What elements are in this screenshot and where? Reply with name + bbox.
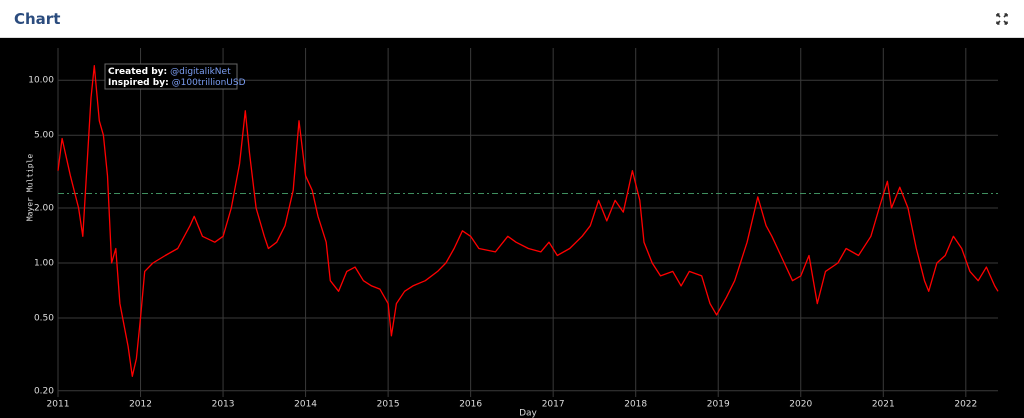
panel-title: Chart: [14, 10, 61, 28]
x-tick-label: 2014: [294, 400, 317, 410]
annotation: Inspired by: @100trillionUSD: [108, 78, 246, 88]
annotation-label: Created by:: [108, 67, 167, 77]
expand-button[interactable]: [996, 13, 1008, 25]
x-tick-label: 2017: [542, 400, 565, 410]
x-tick-label: 2012: [129, 400, 152, 410]
panel-header: Chart: [0, 0, 1024, 38]
x-tick-label: 2022: [954, 400, 977, 410]
x-axis-label: Day: [519, 409, 537, 418]
y-tick-label: 1.00: [34, 259, 54, 269]
annotation-label: Inspired by:: [108, 78, 169, 88]
y-tick-label: 0.20: [34, 386, 54, 396]
annotation-box: [104, 63, 238, 90]
x-tick-label: 2021: [872, 400, 895, 410]
x-tick-label: 2015: [377, 400, 400, 410]
data-line: [57, 65, 999, 377]
annotation: Created by: @digitalikNet: [108, 67, 231, 77]
annotation-link: @digitalikNet: [170, 67, 231, 77]
annotation-link: @100trillionUSD: [172, 78, 246, 88]
y-tick-label: 2.00: [34, 203, 54, 213]
x-tick-label: 2011: [47, 400, 70, 410]
x-tick-label: 2013: [212, 400, 235, 410]
y-axis-label: Mayer Multiple: [26, 154, 35, 222]
x-tick-label: 2020: [789, 400, 812, 410]
x-tick-label: 2018: [624, 400, 647, 410]
x-tick-label: 2016: [459, 400, 482, 410]
y-tick-label: 10.00: [28, 76, 54, 86]
chart: 0.20 0.50 1.00 2.00 5.00 10.00 2011 2012 2013 201…: [26, 48, 999, 418]
y-tick-label: 0.50: [34, 314, 54, 324]
x-tick-label: 2019: [707, 400, 730, 410]
y-tick-label: 5.00: [34, 131, 54, 141]
